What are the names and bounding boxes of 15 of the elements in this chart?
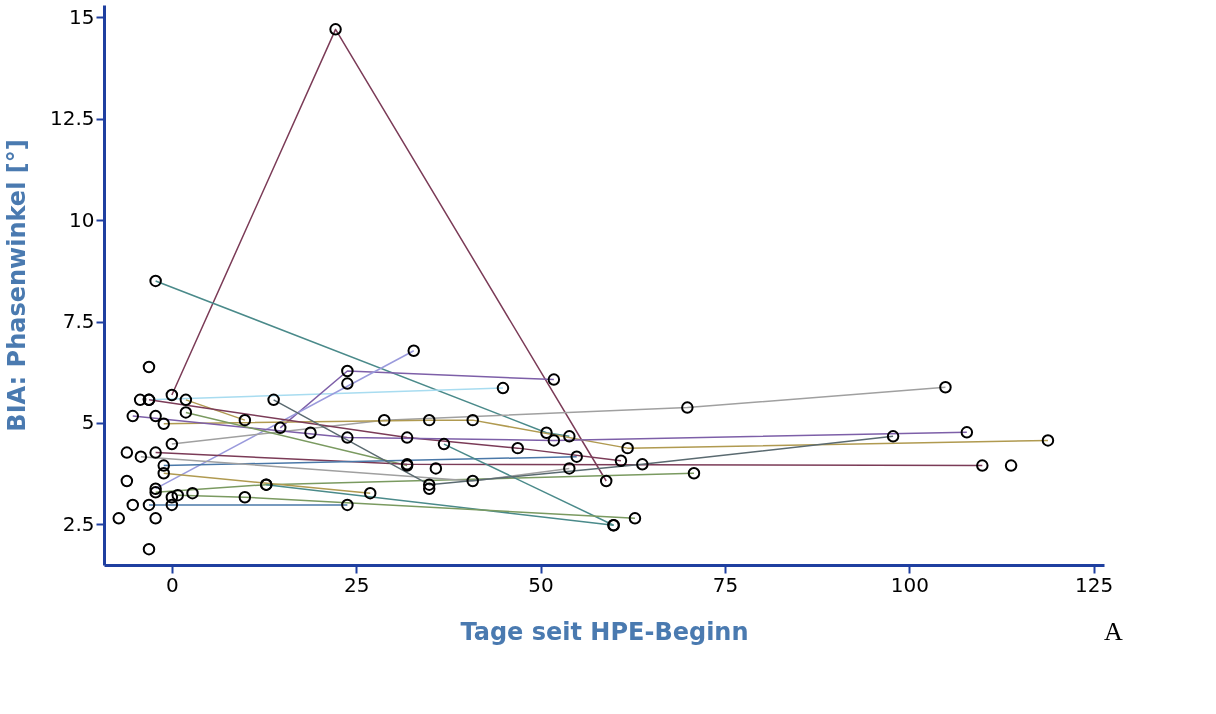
y-axis-title: BIA: Phasenwinkel [°] [2, 139, 31, 432]
x-tick-label: 100 [890, 572, 929, 597]
x-tick-label: 125 [1075, 572, 1114, 597]
x-tick-label: 0 [165, 572, 179, 597]
x-tick-label: 50 [528, 572, 554, 597]
text: A [1104, 617, 1123, 646]
y-tick-label: 15 [69, 4, 95, 29]
y-tick-label: 5 [81, 410, 95, 435]
y-tick-label: 10 [69, 207, 95, 232]
x-tick-label: 25 [343, 572, 370, 597]
y-tick-label: 12.5 [49, 106, 95, 131]
y-tick-label: 7.5 [62, 309, 95, 334]
x-tick-label: 75 [712, 572, 739, 597]
x-axis-title: Tage seit HPE-Beginn [460, 617, 749, 646]
y-tick-label: 2.5 [62, 511, 95, 536]
